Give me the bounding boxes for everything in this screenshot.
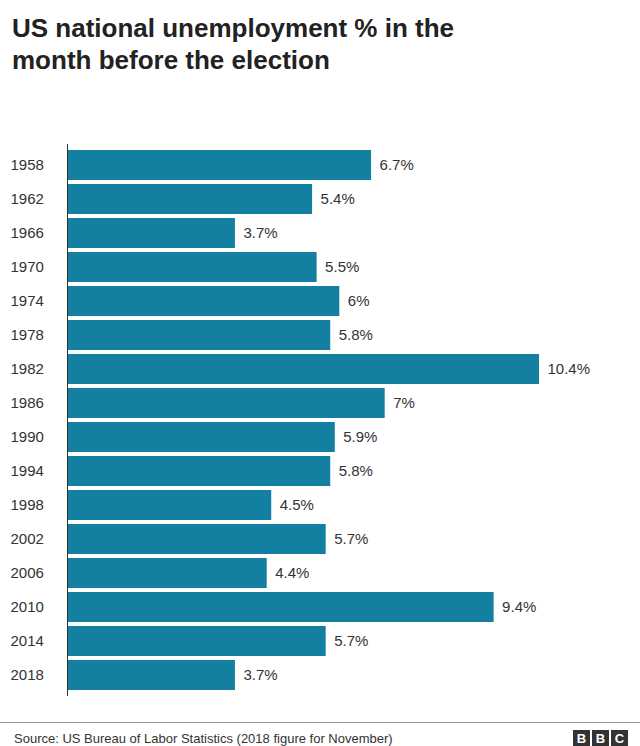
svg-text:1978: 1978 [11,326,44,343]
svg-text:1986: 1986 [11,394,44,411]
svg-text:9.4%: 9.4% [502,598,536,615]
html-text:C: C [614,730,625,746]
html-text:Source: US Bureau of Labor Sta: Source: US Bureau of Labor Statistics (2… [14,730,393,746]
html-text:B: B [595,730,606,746]
svg-text:4.4%: 4.4% [275,564,309,581]
svg-text:2010: 2010 [11,598,44,615]
svg-text:5.7%: 5.7% [334,632,368,649]
svg-text:2002: 2002 [11,530,44,547]
svg-text:1962: 1962 [11,190,44,207]
svg-text:2014: 2014 [11,632,44,649]
svg-text:6.7%: 6.7% [380,156,414,173]
svg-text:6%: 6% [348,292,370,309]
svg-text:1990: 1990 [11,428,44,445]
svg-text:5.7%: 5.7% [334,530,368,547]
svg-text:1958: 1958 [11,156,44,173]
svg-text:5.8%: 5.8% [339,326,373,343]
svg-text:1982: 1982 [11,360,44,377]
svg-text:1998: 1998 [11,496,44,513]
html-text:US national unemployment % in: US national unemployment % in the month … [12,13,454,75]
svg-text:10.4%: 10.4% [548,360,591,377]
svg-text:5.5%: 5.5% [325,258,359,275]
svg-text:5.9%: 5.9% [343,428,377,445]
svg-text:2006: 2006 [11,564,44,581]
svg-text:2018: 2018 [11,666,44,683]
svg-text:5.8%: 5.8% [339,462,373,479]
svg-text:1974: 1974 [11,292,44,309]
html-text:B: B [576,730,587,746]
svg-text:1966: 1966 [11,224,44,241]
svg-text:5.4%: 5.4% [321,190,355,207]
svg-text:4.5%: 4.5% [280,496,314,513]
svg-text:3.7%: 3.7% [243,224,277,241]
svg-text:1994: 1994 [11,462,44,479]
svg-text:3.7%: 3.7% [243,666,277,683]
svg-text:1970: 1970 [11,258,44,275]
svg-text:7%: 7% [393,394,415,411]
